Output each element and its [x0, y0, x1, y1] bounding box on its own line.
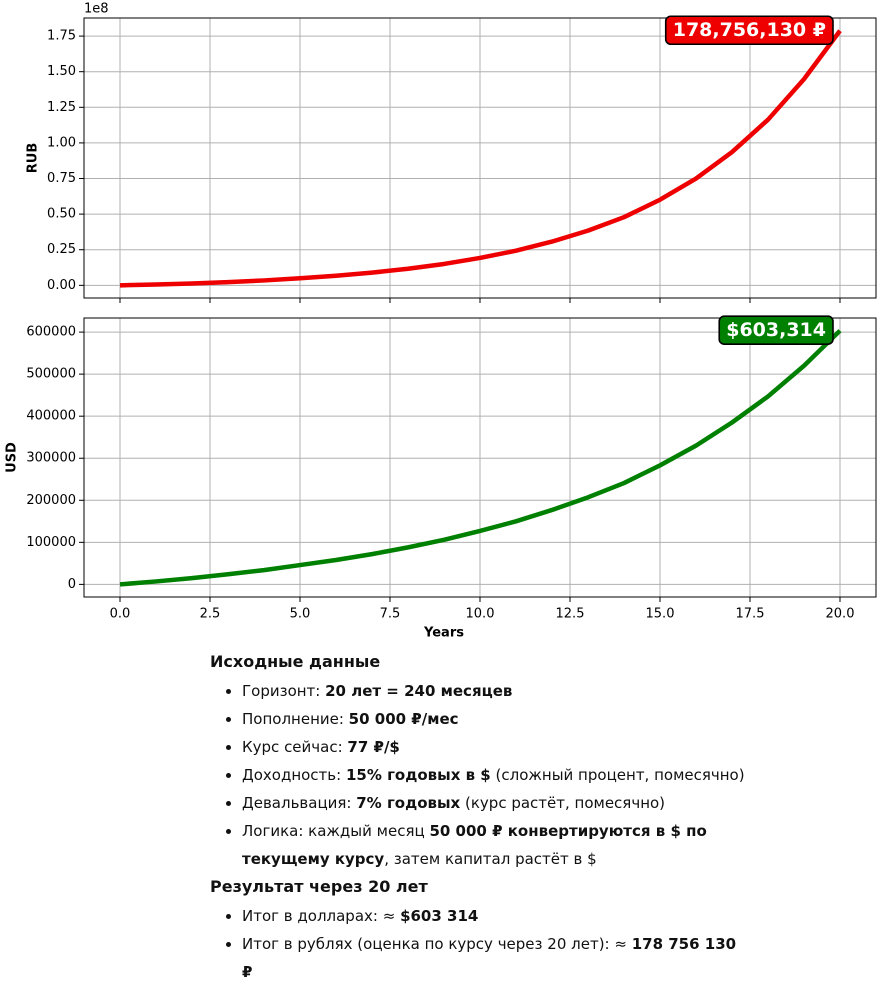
x-axis-label: Years [423, 626, 464, 641]
bold-text: 50 000 ₽/мес [348, 710, 459, 728]
x-tick-label: 15.0 [646, 607, 675, 622]
text: Горизонт: [242, 682, 326, 700]
annotation-label: $603,314 [726, 319, 826, 341]
axes-frame [83, 17, 877, 299]
offset-label: 1e8 [84, 2, 109, 17]
text: Итог в долларах: ≈ [242, 907, 401, 925]
y-tick-label: 500000 [26, 367, 76, 382]
y-tick-label: 400000 [26, 409, 76, 424]
x-tick-label: 17.5 [736, 607, 765, 622]
y-tick-label: 300000 [26, 451, 76, 466]
x-tick-label: 20.0 [826, 607, 855, 622]
text: (курс растёт, помесячно) [460, 794, 666, 812]
y-tick-label: 1.50 [47, 64, 76, 79]
bold-text: 20 лет = 240 месяцев [325, 682, 513, 700]
y-tick-label: 1.75 [47, 29, 76, 44]
x-tick-label: 12.5 [556, 607, 585, 622]
bullet-item: Пополнение: 50 000 ₽/мес [242, 705, 750, 733]
bold-text: 50 000 ₽ конвертируются в $ по текущему … [242, 822, 707, 868]
annotation: 178,756,130 ₽ [664, 15, 834, 46]
annotation-label: 178,756,130 ₽ [673, 19, 826, 41]
bullet-list: Итог в долларах: ≈ $603 314 Итог в рублях… [210, 902, 750, 986]
text: , затем капитал растёт в $ [384, 850, 597, 868]
y-tick-label: 0 [68, 577, 76, 592]
bullet-item: Девальвация: 7% годовых (курс растёт, по… [242, 789, 750, 817]
bold-text: $603 314 [400, 907, 479, 925]
annotation-box [718, 315, 834, 345]
x-tick-label: 0.0 [110, 607, 131, 622]
y-tick-label: 600000 [26, 325, 76, 340]
axes-frame [83, 317, 877, 598]
bullet-item: Горизонт: 20 лет = 240 месяцев [242, 677, 750, 705]
x-tick-label: 7.5 [380, 607, 401, 622]
y-tick-label: 200000 [26, 493, 76, 508]
bold-text: 77 ₽/$ [347, 738, 400, 756]
bold-text: 178 756 130 ₽ [242, 935, 737, 981]
bullet-item: Итог в рублях (оценка по курсу через 20 … [242, 930, 750, 986]
bold-text: 15% годовых в $ [345, 766, 491, 784]
y-tick-label: 0.25 [47, 242, 76, 257]
bullet-item: Итог в долларах: ≈ $603 314 [242, 902, 750, 930]
x-tick-label: 5.0 [290, 607, 311, 622]
y-tick-label: 1.00 [47, 135, 76, 150]
data-line [119, 29, 842, 288]
y-axis-label: USD [5, 442, 20, 473]
bullet-item: Курс сейчас: 77 ₽/$ [242, 733, 750, 761]
y-tick-label: 0.00 [47, 278, 76, 293]
x-tick-label: 2.5 [200, 607, 221, 622]
y-tick-label: 0.75 [47, 171, 76, 186]
annotation-box [664, 15, 834, 46]
text: Девальвация: [242, 794, 357, 812]
text: Итог в рублях (оценка по курсу через 20 … [242, 935, 632, 953]
notes: Исходные данные Горизонт: 20 лет = 240 ме… [210, 648, 750, 990]
annotation: $603,314 [718, 315, 834, 345]
x-tick-label: 10.0 [466, 607, 495, 622]
bullet-item: Логика: каждый месяц 50 000 ₽ конвертиру… [242, 817, 750, 873]
text: Курс сейчас: [242, 738, 348, 756]
text: Логика: каждый месяц [242, 822, 430, 840]
bold-text: 7% годовых [356, 794, 461, 812]
y-tick-label: 0.50 [47, 207, 76, 222]
text: Пополнение: [242, 710, 349, 728]
section-heading: Результат через 20 лет [210, 877, 428, 896]
section-heading: Исходные данные [210, 652, 381, 671]
y-tick-label: 1.25 [47, 100, 76, 115]
y-axis-label: RUB [26, 143, 41, 173]
text: (сложный процент, помесячно) [490, 766, 745, 784]
bullet-item: Доходность: 15% годовых в $ (сложный про… [242, 761, 750, 789]
y-tick-label: 100000 [26, 535, 76, 550]
text: Доходность: [242, 766, 346, 784]
charts: 0.000.250.500.751.001.251.501.751e8RUB17… [5, 2, 877, 641]
bullet-list: Горизонт: 20 лет = 240 месяцевПополнение… [210, 677, 750, 873]
data-line [119, 329, 842, 587]
